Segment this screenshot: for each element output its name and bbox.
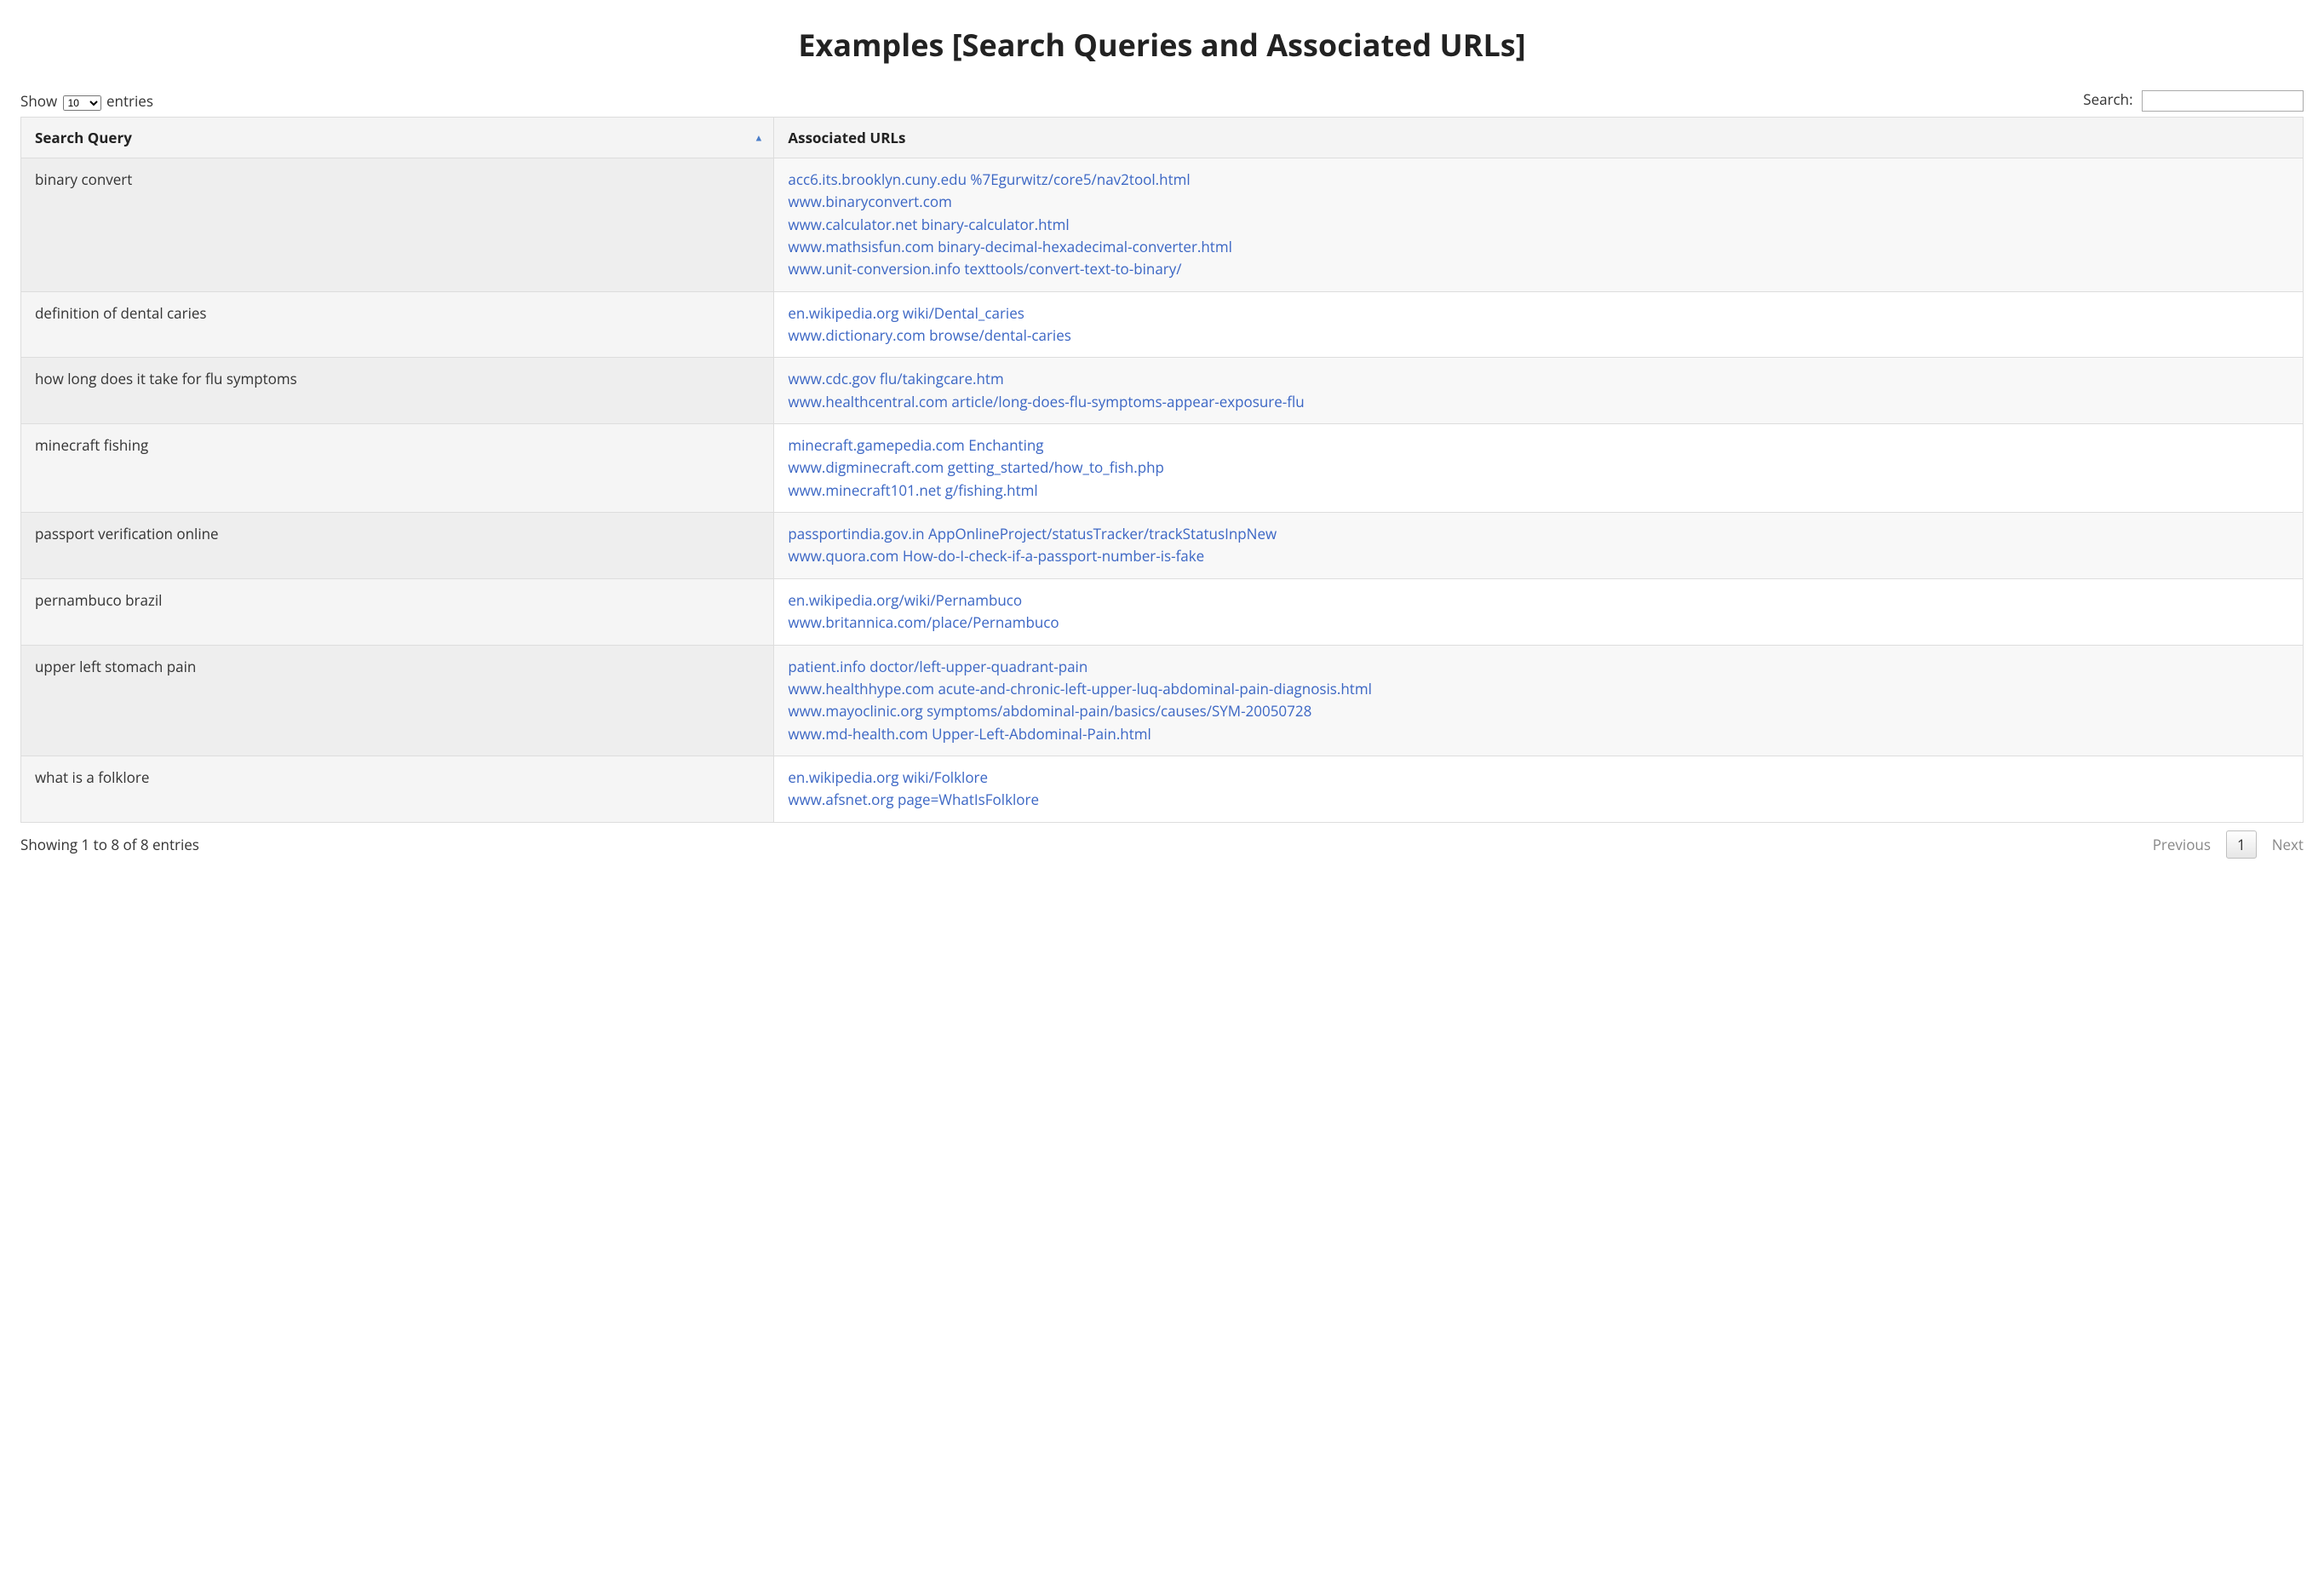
url-link[interactable]: www.minecraft101.net g/fishing.html: [788, 480, 1037, 500]
url-link[interactable]: www.afsnet.org page=WhatIsFolklore: [788, 790, 1039, 809]
url-link[interactable]: en.wikipedia.org/wiki/Pernambuco: [788, 590, 1022, 610]
next-button[interactable]: Next: [2272, 835, 2304, 854]
url-link[interactable]: www.calculator.net binary-calculator.htm…: [788, 215, 1069, 234]
query-cell: pernambuco brazil: [21, 578, 774, 645]
length-select[interactable]: 102550100: [63, 95, 101, 111]
query-cell: how long does it take for flu symptoms: [21, 358, 774, 424]
urls-cell: passportindia.gov.in AppOnlineProject/st…: [774, 513, 2304, 579]
url-link[interactable]: en.wikipedia.org wiki/Folklore: [788, 767, 988, 787]
table-controls: Show 102550100 entries Search:: [20, 89, 2304, 112]
query-cell: definition of dental caries: [21, 291, 774, 358]
previous-button[interactable]: Previous: [2153, 835, 2211, 854]
length-control: Show 102550100 entries: [20, 91, 153, 111]
query-cell: minecraft fishing: [21, 424, 774, 513]
url-link[interactable]: acc6.its.brooklyn.cuny.edu %7Egurwitz/co…: [788, 170, 1190, 189]
url-link[interactable]: passportindia.gov.in AppOnlineProject/st…: [788, 524, 1277, 543]
table-row: pernambuco brazilen.wikipedia.org/wiki/P…: [21, 578, 2304, 645]
query-cell: upper left stomach pain: [21, 645, 774, 756]
pagination: Previous 1 Next: [2153, 835, 2304, 854]
table-row: passport verification online passportindi…: [21, 513, 2304, 579]
url-link[interactable]: www.binaryconvert.com: [788, 192, 951, 211]
length-prefix: Show: [20, 91, 57, 111]
url-link[interactable]: minecraft.gamepedia.com Enchanting: [788, 435, 1043, 455]
query-cell: what is a folklore: [21, 756, 774, 822]
urls-cell: en.wikipedia.org wiki/Dental_carieswww.d…: [774, 291, 2304, 358]
url-link[interactable]: www.cdc.gov flu/takingcare.htm: [788, 369, 1003, 388]
urls-cell: patient.info doctor/left-upper-quadrant-…: [774, 645, 2304, 756]
data-table: Search Query ▲ Associated URLs binary conv…: [20, 117, 2304, 823]
url-link[interactable]: www.healthhype.com acute-and-chronic-lef…: [788, 679, 1372, 698]
table-info: Showing 1 to 8 of 8 entries: [20, 835, 199, 854]
column-label: Search Query: [35, 128, 132, 147]
url-link[interactable]: www.unit-conversion.info texttools/conve…: [788, 259, 1181, 279]
page-number-button[interactable]: 1: [2226, 830, 2257, 859]
query-cell: passport verification online: [21, 513, 774, 579]
search-input[interactable]: [2142, 90, 2304, 112]
table-row: binary convert acc6.its.brooklyn.cuny.edu…: [21, 158, 2304, 292]
table-row: upper left stomach pain patient.info doct…: [21, 645, 2304, 756]
table-row: how long does it take for flu symptomsww…: [21, 358, 2304, 424]
search-label: Search:: [2083, 89, 2132, 109]
table-body: binary convert acc6.its.brooklyn.cuny.edu…: [21, 158, 2304, 823]
url-link[interactable]: patient.info doctor/left-upper-quadrant-…: [788, 657, 1087, 676]
urls-cell: en.wikipedia.org/wiki/Pernambucowww.brit…: [774, 578, 2304, 645]
table-row: definition of dental cariesen.wikipedia.…: [21, 291, 2304, 358]
url-link[interactable]: www.digminecraft.com getting_started/how…: [788, 457, 1164, 477]
column-header-urls[interactable]: Associated URLs: [774, 118, 2304, 158]
urls-cell: minecraft.gamepedia.com Enchantingwww.di…: [774, 424, 2304, 513]
column-header-query[interactable]: Search Query ▲: [21, 118, 774, 158]
search-control: Search:: [2083, 89, 2304, 112]
length-suffix: entries: [106, 91, 153, 111]
table-header-row: Search Query ▲ Associated URLs: [21, 118, 2304, 158]
column-label: Associated URLs: [788, 128, 905, 147]
url-link[interactable]: www.dictionary.com browse/dental-caries: [788, 325, 1070, 345]
url-link[interactable]: www.britannica.com/place/Pernambuco: [788, 612, 1059, 632]
url-link[interactable]: en.wikipedia.org wiki/Dental_caries: [788, 303, 1024, 323]
table-footer: Showing 1 to 8 of 8 entries Previous 1 N…: [20, 835, 2304, 854]
url-link[interactable]: www.mayoclinic.org symptoms/abdominal-pa…: [788, 701, 1311, 721]
url-link[interactable]: www.quora.com How-do-I-check-if-a-passpo…: [788, 546, 1204, 566]
url-link[interactable]: www.mathsisfun.com binary-decimal-hexade…: [788, 237, 1232, 256]
table-row: what is a folkloreen.wikipedia.org wiki/…: [21, 756, 2304, 822]
urls-cell: acc6.its.brooklyn.cuny.edu %7Egurwitz/co…: [774, 158, 2304, 292]
query-cell: binary convert: [21, 158, 774, 292]
sort-asc-icon: ▲: [755, 131, 764, 144]
url-link[interactable]: www.md-health.com Upper-Left-Abdominal-P…: [788, 724, 1151, 744]
table-row: minecraft fishingminecraft.gamepedia.com…: [21, 424, 2304, 513]
page-title: Examples [Search Queries and Associated …: [20, 24, 2304, 66]
url-link[interactable]: www.healthcentral.com article/long-does-…: [788, 392, 1304, 411]
urls-cell: en.wikipedia.org wiki/Folklore www.afsnet…: [774, 756, 2304, 822]
urls-cell: www.cdc.gov flu/takingcare.htm www.health…: [774, 358, 2304, 424]
